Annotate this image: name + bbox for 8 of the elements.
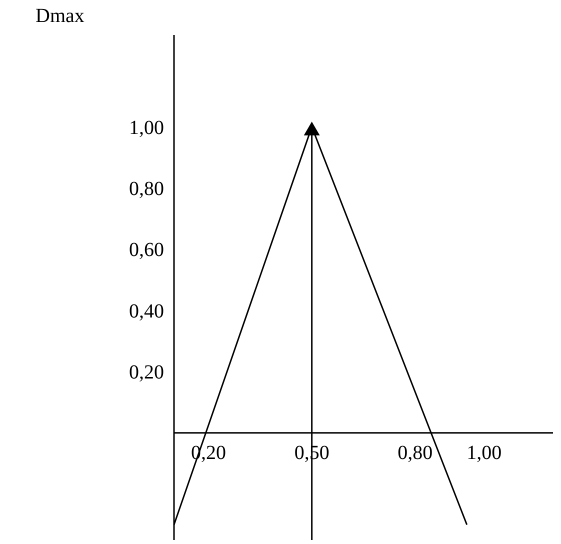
y-tick-label: 0,80 <box>129 178 164 200</box>
x-tick-label: 0,80 <box>398 442 433 464</box>
y-tick-label: 0,40 <box>129 300 164 322</box>
y-axis-title: Dmax <box>36 5 84 27</box>
y-tick-label: 0,60 <box>129 239 164 262</box>
y-tick-label: 0,20 <box>129 362 164 384</box>
x-tick-label: 1,00 <box>466 442 502 464</box>
y-tick-label: 1,00 <box>129 116 164 139</box>
